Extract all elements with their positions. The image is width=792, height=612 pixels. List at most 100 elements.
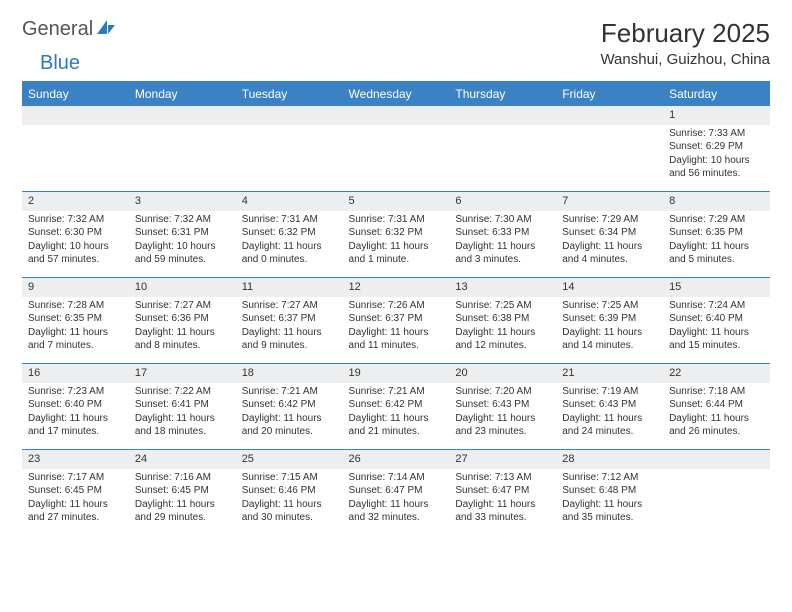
day-number: 25	[236, 450, 343, 469]
sunrise-text: Sunrise: 7:27 AM	[242, 299, 337, 313]
day-number: 18	[236, 364, 343, 383]
calendar-cell: 11Sunrise: 7:27 AMSunset: 6:37 PMDayligh…	[236, 278, 343, 364]
logo: General	[22, 18, 119, 41]
day-header: Wednesday	[343, 82, 450, 106]
day-header: Monday	[129, 82, 236, 106]
calendar-cell-empty	[343, 106, 450, 192]
calendar-cell: 2Sunrise: 7:32 AMSunset: 6:30 PMDaylight…	[22, 192, 129, 278]
sunrise-text: Sunrise: 7:24 AM	[669, 299, 764, 313]
day-details: Sunrise: 7:17 AMSunset: 6:45 PMDaylight:…	[22, 469, 129, 529]
calendar-cell: 21Sunrise: 7:19 AMSunset: 6:43 PMDayligh…	[556, 364, 663, 450]
sunrise-text: Sunrise: 7:23 AM	[28, 385, 123, 399]
daylight-text: Daylight: 11 hours and 35 minutes.	[562, 498, 657, 525]
day-details: Sunrise: 7:21 AMSunset: 6:42 PMDaylight:…	[343, 383, 450, 443]
daylight-text: Daylight: 11 hours and 1 minute.	[349, 240, 444, 267]
sunrise-text: Sunrise: 7:20 AM	[455, 385, 550, 399]
day-number: 24	[129, 450, 236, 469]
day-details: Sunrise: 7:27 AMSunset: 6:36 PMDaylight:…	[129, 297, 236, 357]
sunrise-text: Sunrise: 7:15 AM	[242, 471, 337, 485]
sunset-text: Sunset: 6:40 PM	[28, 398, 123, 412]
day-number: 21	[556, 364, 663, 383]
day-details: Sunrise: 7:18 AMSunset: 6:44 PMDaylight:…	[663, 383, 770, 443]
day-details: Sunrise: 7:22 AMSunset: 6:41 PMDaylight:…	[129, 383, 236, 443]
day-number: 23	[22, 450, 129, 469]
sail-icon	[95, 18, 117, 41]
daylight-text: Daylight: 11 hours and 8 minutes.	[135, 326, 230, 353]
sunrise-text: Sunrise: 7:29 AM	[669, 213, 764, 227]
daylight-text: Daylight: 11 hours and 11 minutes.	[349, 326, 444, 353]
calendar-cell: 28Sunrise: 7:12 AMSunset: 6:48 PMDayligh…	[556, 450, 663, 536]
calendar-cell: 7Sunrise: 7:29 AMSunset: 6:34 PMDaylight…	[556, 192, 663, 278]
day-number: 3	[129, 192, 236, 211]
calendar-week: 16Sunrise: 7:23 AMSunset: 6:40 PMDayligh…	[22, 364, 770, 450]
sunrise-text: Sunrise: 7:14 AM	[349, 471, 444, 485]
sunset-text: Sunset: 6:41 PM	[135, 398, 230, 412]
calendar-week: 1Sunrise: 7:33 AMSunset: 6:29 PMDaylight…	[22, 106, 770, 192]
day-header-row: SundayMondayTuesdayWednesdayThursdayFrid…	[22, 82, 770, 106]
calendar-cell: 1Sunrise: 7:33 AMSunset: 6:29 PMDaylight…	[663, 106, 770, 192]
sunrise-text: Sunrise: 7:28 AM	[28, 299, 123, 313]
calendar-cell: 6Sunrise: 7:30 AMSunset: 6:33 PMDaylight…	[449, 192, 556, 278]
sunset-text: Sunset: 6:48 PM	[562, 484, 657, 498]
sunrise-text: Sunrise: 7:31 AM	[242, 213, 337, 227]
sunset-text: Sunset: 6:37 PM	[242, 312, 337, 326]
sunrise-text: Sunrise: 7:33 AM	[669, 127, 764, 141]
calendar-cell: 22Sunrise: 7:18 AMSunset: 6:44 PMDayligh…	[663, 364, 770, 450]
sunset-text: Sunset: 6:44 PM	[669, 398, 764, 412]
daylight-text: Daylight: 11 hours and 26 minutes.	[669, 412, 764, 439]
calendar-cell: 25Sunrise: 7:15 AMSunset: 6:46 PMDayligh…	[236, 450, 343, 536]
daylight-text: Daylight: 11 hours and 5 minutes.	[669, 240, 764, 267]
calendar-cell: 13Sunrise: 7:25 AMSunset: 6:38 PMDayligh…	[449, 278, 556, 364]
day-details: Sunrise: 7:20 AMSunset: 6:43 PMDaylight:…	[449, 383, 556, 443]
day-details: Sunrise: 7:26 AMSunset: 6:37 PMDaylight:…	[343, 297, 450, 357]
day-number: 12	[343, 278, 450, 297]
day-details: Sunrise: 7:23 AMSunset: 6:40 PMDaylight:…	[22, 383, 129, 443]
sunrise-text: Sunrise: 7:27 AM	[135, 299, 230, 313]
day-details: Sunrise: 7:31 AMSunset: 6:32 PMDaylight:…	[343, 211, 450, 271]
day-number: 14	[556, 278, 663, 297]
day-number: 13	[449, 278, 556, 297]
sunset-text: Sunset: 6:45 PM	[135, 484, 230, 498]
location-text: Wanshui, Guizhou, China	[600, 51, 770, 68]
day-details: Sunrise: 7:32 AMSunset: 6:31 PMDaylight:…	[129, 211, 236, 271]
day-header: Tuesday	[236, 82, 343, 106]
calendar-cell: 23Sunrise: 7:17 AMSunset: 6:45 PMDayligh…	[22, 450, 129, 536]
calendar-cell: 5Sunrise: 7:31 AMSunset: 6:32 PMDaylight…	[343, 192, 450, 278]
sunset-text: Sunset: 6:39 PM	[562, 312, 657, 326]
day-details: Sunrise: 7:27 AMSunset: 6:37 PMDaylight:…	[236, 297, 343, 357]
calendar-cell: 15Sunrise: 7:24 AMSunset: 6:40 PMDayligh…	[663, 278, 770, 364]
calendar-table: SundayMondayTuesdayWednesdayThursdayFrid…	[22, 81, 770, 536]
sunrise-text: Sunrise: 7:12 AM	[562, 471, 657, 485]
calendar-cell-empty	[556, 106, 663, 192]
daylight-text: Daylight: 11 hours and 30 minutes.	[242, 498, 337, 525]
day-details: Sunrise: 7:13 AMSunset: 6:47 PMDaylight:…	[449, 469, 556, 529]
daylight-text: Daylight: 11 hours and 29 minutes.	[135, 498, 230, 525]
sunset-text: Sunset: 6:38 PM	[455, 312, 550, 326]
daylight-text: Daylight: 11 hours and 14 minutes.	[562, 326, 657, 353]
sunset-text: Sunset: 6:30 PM	[28, 226, 123, 240]
day-details: Sunrise: 7:25 AMSunset: 6:38 PMDaylight:…	[449, 297, 556, 357]
calendar-cell: 16Sunrise: 7:23 AMSunset: 6:40 PMDayligh…	[22, 364, 129, 450]
calendar-cell-empty	[236, 106, 343, 192]
daylight-text: Daylight: 10 hours and 56 minutes.	[669, 154, 764, 181]
day-details: Sunrise: 7:32 AMSunset: 6:30 PMDaylight:…	[22, 211, 129, 271]
logo-text-blue: Blue	[40, 52, 80, 74]
sunset-text: Sunset: 6:42 PM	[242, 398, 337, 412]
sunrise-text: Sunrise: 7:25 AM	[562, 299, 657, 313]
day-number: 11	[236, 278, 343, 297]
daylight-text: Daylight: 11 hours and 0 minutes.	[242, 240, 337, 267]
sunrise-text: Sunrise: 7:31 AM	[349, 213, 444, 227]
calendar-cell: 24Sunrise: 7:16 AMSunset: 6:45 PMDayligh…	[129, 450, 236, 536]
sunset-text: Sunset: 6:47 PM	[455, 484, 550, 498]
sunset-text: Sunset: 6:43 PM	[455, 398, 550, 412]
calendar-cell: 17Sunrise: 7:22 AMSunset: 6:41 PMDayligh…	[129, 364, 236, 450]
day-number: 4	[236, 192, 343, 211]
sunset-text: Sunset: 6:43 PM	[562, 398, 657, 412]
day-number: 20	[449, 364, 556, 383]
sunrise-text: Sunrise: 7:21 AM	[242, 385, 337, 399]
calendar-cell: 9Sunrise: 7:28 AMSunset: 6:35 PMDaylight…	[22, 278, 129, 364]
day-details: Sunrise: 7:15 AMSunset: 6:46 PMDaylight:…	[236, 469, 343, 529]
calendar-week: 23Sunrise: 7:17 AMSunset: 6:45 PMDayligh…	[22, 450, 770, 536]
daylight-text: Daylight: 10 hours and 59 minutes.	[135, 240, 230, 267]
calendar-cell: 12Sunrise: 7:26 AMSunset: 6:37 PMDayligh…	[343, 278, 450, 364]
